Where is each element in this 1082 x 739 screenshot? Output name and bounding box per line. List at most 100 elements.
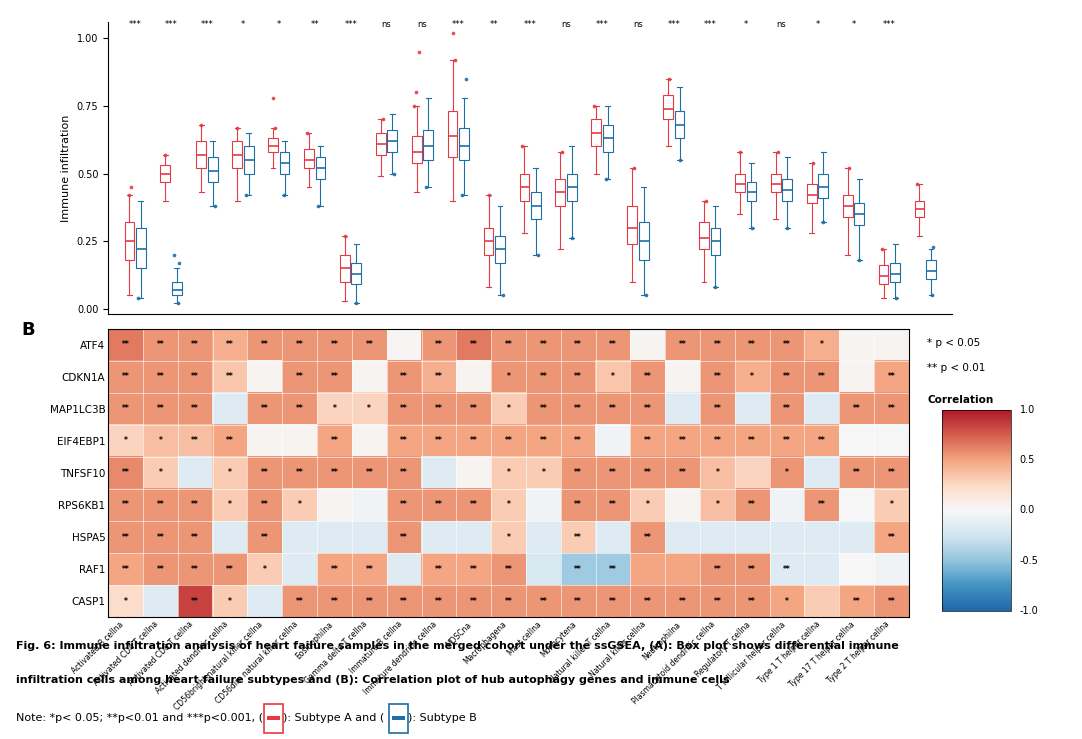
Text: **: ** [678, 437, 686, 446]
Point [228, 122, 246, 134]
Text: *: * [228, 596, 232, 605]
Text: **: ** [295, 372, 304, 381]
Point [170, 297, 187, 309]
Text: **: ** [261, 341, 268, 350]
Point [418, 181, 435, 193]
Bar [942, 409, 1011, 411]
Text: **: ** [470, 437, 477, 446]
Bar [942, 436, 1011, 437]
Point [909, 178, 926, 190]
Text: **: ** [749, 596, 756, 605]
Text: **: ** [122, 372, 130, 381]
Bar [392, 716, 405, 721]
PathPatch shape [172, 282, 182, 295]
Text: **: ** [713, 372, 722, 381]
Point [120, 189, 137, 201]
Text: **: ** [435, 404, 443, 413]
Bar [942, 432, 1011, 433]
Text: infiltration cells among heart failure subtypes and (B): Correlation plot of hub: infiltration cells among heart failure s… [16, 675, 729, 685]
Text: **: ** [366, 469, 373, 477]
Text: **: ** [749, 437, 756, 446]
Bar [942, 418, 1011, 420]
Text: **: ** [226, 372, 234, 381]
PathPatch shape [807, 184, 817, 203]
Text: ns: ns [777, 20, 787, 29]
Text: **: ** [575, 372, 582, 381]
Text: **: ** [540, 596, 547, 605]
Bar [942, 477, 1011, 478]
Text: **: ** [366, 565, 373, 573]
Bar [942, 444, 1011, 445]
Text: **: ** [818, 372, 826, 381]
Point [924, 241, 941, 253]
Bar [942, 449, 1011, 450]
Bar [942, 423, 1011, 425]
Bar [942, 452, 1011, 453]
Text: *: * [889, 500, 894, 509]
Bar [942, 476, 1011, 477]
Text: Fig. 6: Immune infiltration analysis of heart failure samples in the merged coho: Fig. 6: Immune infiltration analysis of … [16, 641, 899, 651]
Bar [942, 539, 1011, 541]
Bar [942, 541, 1011, 542]
Text: **: ** [400, 437, 408, 446]
Text: **: ** [678, 469, 686, 477]
PathPatch shape [771, 174, 781, 192]
Text: **: ** [575, 469, 582, 477]
Text: **: ** [226, 437, 234, 446]
Bar [942, 589, 1011, 590]
Text: **: ** [783, 404, 791, 413]
PathPatch shape [638, 222, 648, 260]
Bar [942, 445, 1011, 446]
Point [779, 222, 796, 234]
Bar [942, 552, 1011, 553]
Text: **: ** [490, 20, 499, 29]
Text: **: ** [400, 372, 408, 381]
PathPatch shape [340, 255, 349, 282]
Point [170, 257, 187, 269]
Point [453, 189, 471, 201]
PathPatch shape [879, 265, 888, 285]
Text: * p < 0.05: * p < 0.05 [927, 338, 980, 347]
Point [660, 73, 677, 85]
Text: **: ** [575, 596, 582, 605]
Point [637, 289, 655, 301]
Bar [942, 572, 1011, 573]
Bar [942, 411, 1011, 412]
Point [597, 173, 615, 185]
Text: **: ** [749, 565, 756, 573]
Text: ***: *** [164, 20, 177, 29]
Bar [942, 576, 1011, 577]
Point [697, 194, 714, 206]
Text: ***: *** [703, 20, 716, 29]
Text: **: ** [226, 565, 234, 573]
Bar [942, 425, 1011, 426]
Text: **: ** [192, 437, 199, 446]
Bar [942, 596, 1011, 597]
Bar [942, 591, 1011, 592]
Text: **: ** [295, 596, 304, 605]
PathPatch shape [316, 157, 326, 179]
Bar [942, 527, 1011, 528]
Bar [942, 592, 1011, 593]
Text: **: ** [366, 596, 373, 605]
Bar [942, 431, 1011, 432]
Y-axis label: Immune infiltration: Immune infiltration [62, 115, 71, 222]
Point [743, 222, 761, 234]
Text: *: * [715, 469, 720, 477]
PathPatch shape [124, 222, 134, 260]
Point [514, 140, 531, 152]
Point [671, 154, 688, 166]
Bar [942, 551, 1011, 552]
Bar [264, 704, 282, 733]
Bar [942, 509, 1011, 511]
Bar [942, 586, 1011, 587]
Bar [942, 412, 1011, 414]
Text: **: ** [609, 565, 617, 573]
Text: *: * [368, 404, 371, 413]
Bar [942, 483, 1011, 484]
PathPatch shape [890, 263, 900, 282]
Text: ***: *** [883, 20, 896, 29]
Text: **: ** [435, 372, 443, 381]
Point [276, 189, 293, 201]
Bar [942, 428, 1011, 429]
